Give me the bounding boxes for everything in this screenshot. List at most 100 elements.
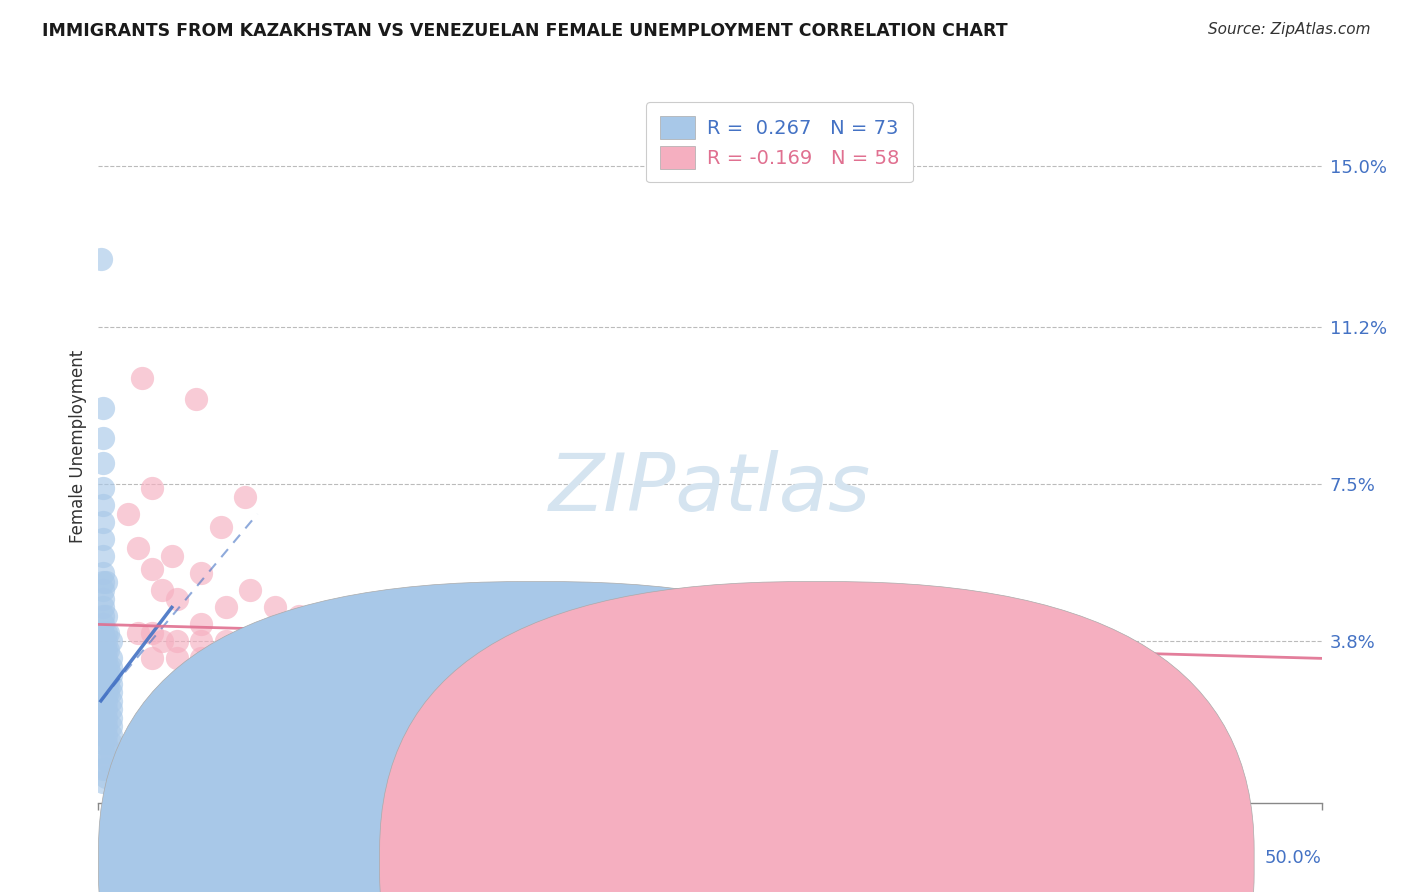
Point — [821, 702, 844, 716]
Point — [91, 711, 114, 725]
Point — [91, 401, 114, 415]
Point — [576, 685, 599, 699]
Point — [527, 719, 550, 733]
Point — [97, 660, 120, 674]
Point — [214, 651, 236, 665]
Point — [97, 643, 120, 657]
Point — [141, 562, 163, 576]
Y-axis label: Female Unemployment: Female Unemployment — [69, 350, 87, 542]
Point — [699, 694, 721, 708]
Point — [91, 694, 114, 708]
Point — [239, 660, 262, 674]
Point — [454, 643, 477, 657]
Point — [94, 736, 117, 750]
Point — [239, 634, 262, 648]
Point — [100, 728, 122, 742]
Point — [91, 549, 114, 564]
Point — [332, 643, 354, 657]
Point — [1164, 685, 1187, 699]
Point — [190, 634, 212, 648]
Point — [214, 634, 236, 648]
Point — [97, 753, 120, 767]
Point — [127, 541, 149, 555]
Point — [97, 626, 120, 640]
Point — [97, 677, 120, 691]
Point — [166, 634, 188, 648]
Point — [94, 685, 117, 699]
Point — [91, 456, 114, 470]
Point — [186, 392, 208, 407]
Point — [97, 668, 120, 682]
Point — [478, 711, 501, 725]
Point — [94, 770, 117, 784]
Point — [100, 736, 122, 750]
Point — [150, 583, 173, 598]
Point — [91, 482, 114, 496]
Point — [100, 685, 122, 699]
Point — [91, 583, 114, 598]
Point — [699, 626, 721, 640]
Point — [91, 600, 114, 615]
Point — [91, 651, 114, 665]
Point — [381, 643, 404, 657]
Point — [100, 677, 122, 691]
Point — [97, 685, 120, 699]
Point — [94, 660, 117, 674]
Point — [91, 566, 114, 581]
Point — [190, 566, 212, 581]
Point — [209, 519, 232, 533]
Point — [190, 651, 212, 665]
Point — [91, 685, 114, 699]
Point — [94, 677, 117, 691]
Point — [141, 651, 163, 665]
Point — [91, 668, 114, 682]
Text: 0.0%: 0.0% — [98, 849, 143, 867]
Point — [91, 533, 114, 547]
Point — [91, 702, 114, 716]
Point — [870, 677, 893, 691]
Point — [288, 608, 311, 623]
Point — [478, 685, 501, 699]
Point — [94, 719, 117, 733]
Point — [430, 685, 453, 699]
Text: Source: ZipAtlas.com: Source: ZipAtlas.com — [1208, 22, 1371, 37]
Point — [288, 668, 311, 682]
Point — [1115, 677, 1137, 691]
Point — [91, 677, 114, 691]
Point — [150, 634, 173, 648]
Point — [117, 507, 139, 521]
Point — [91, 574, 114, 589]
Point — [94, 574, 117, 589]
Point — [127, 626, 149, 640]
Point — [94, 608, 117, 623]
Point — [141, 626, 163, 640]
Point — [100, 634, 122, 648]
Point — [100, 702, 122, 716]
Text: IMMIGRANTS FROM KAZAKHSTAN VS VENEZUELAN FEMALE UNEMPLOYMENT CORRELATION CHART: IMMIGRANTS FROM KAZAKHSTAN VS VENEZUELAN… — [42, 22, 1008, 40]
Point — [91, 643, 114, 657]
Point — [332, 608, 354, 623]
Point — [94, 694, 117, 708]
Point — [527, 677, 550, 691]
Point — [381, 677, 404, 691]
Point — [454, 668, 477, 682]
Point — [263, 600, 285, 615]
Point — [131, 371, 153, 385]
Point — [141, 482, 163, 496]
Point — [239, 583, 262, 598]
Point — [263, 660, 285, 674]
Point — [233, 490, 256, 504]
Point — [100, 668, 122, 682]
Point — [90, 252, 112, 266]
Text: Venezuelans: Venezuelans — [837, 852, 941, 870]
Point — [381, 719, 404, 733]
Point — [943, 634, 966, 648]
Point — [100, 694, 122, 708]
Point — [100, 719, 122, 733]
Point — [91, 728, 114, 742]
Point — [821, 634, 844, 648]
Point — [91, 736, 114, 750]
Point — [91, 430, 114, 444]
Point — [1017, 643, 1039, 657]
Point — [94, 762, 117, 776]
